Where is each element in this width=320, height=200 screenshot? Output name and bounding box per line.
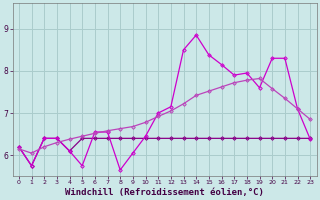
X-axis label: Windchill (Refroidissement éolien,°C): Windchill (Refroidissement éolien,°C): [65, 188, 264, 197]
